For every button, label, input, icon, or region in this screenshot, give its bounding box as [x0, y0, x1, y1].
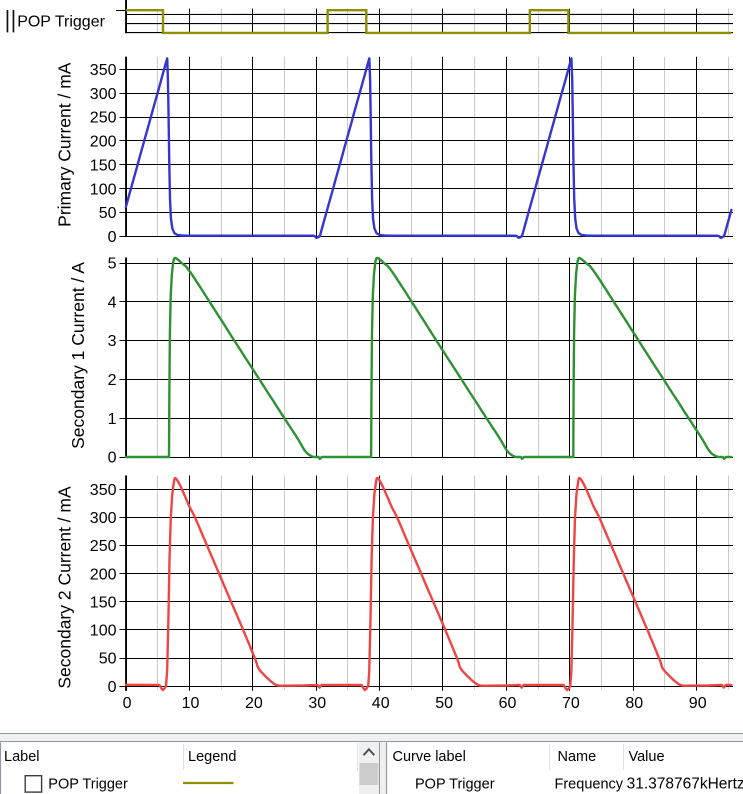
svg-text:60: 60 — [499, 695, 517, 712]
svg-text:Frequency: Frequency — [555, 776, 624, 792]
svg-text:Label: Label — [4, 749, 39, 765]
svg-text:20: 20 — [245, 695, 263, 712]
svg-text:70: 70 — [562, 695, 580, 712]
svg-text:0: 0 — [108, 229, 117, 246]
svg-text:350: 350 — [90, 62, 117, 79]
svg-text:Secondary 1 Current / A: Secondary 1 Current / A — [68, 262, 88, 449]
svg-text:Curve label: Curve label — [393, 749, 466, 765]
svg-text:100: 100 — [90, 181, 117, 198]
svg-text:50: 50 — [435, 695, 453, 712]
svg-text:0: 0 — [108, 679, 117, 696]
svg-text:POP Trigger: POP Trigger — [415, 776, 495, 792]
svg-text:Value: Value — [629, 749, 665, 765]
svg-text:100: 100 — [90, 623, 117, 640]
svg-text:250: 250 — [90, 538, 117, 555]
svg-text:31.378767kHertz: 31.378767kHertz — [627, 775, 743, 792]
svg-text:10: 10 — [182, 695, 200, 712]
svg-text:200: 200 — [90, 566, 117, 583]
svg-text:300: 300 — [90, 510, 117, 527]
svg-text:300: 300 — [90, 86, 117, 103]
svg-text:80: 80 — [625, 695, 643, 712]
svg-text:0: 0 — [123, 695, 132, 712]
svg-text:Name: Name — [558, 749, 597, 765]
svg-text:50: 50 — [99, 205, 117, 222]
svg-text:3: 3 — [108, 333, 117, 350]
svg-text:Legend: Legend — [188, 749, 236, 765]
svg-text:0: 0 — [108, 450, 117, 467]
svg-text:5: 5 — [108, 256, 117, 273]
svg-text:Secondary 2 Current / mA: Secondary 2 Current / mA — [55, 486, 75, 689]
svg-text:150: 150 — [90, 594, 117, 611]
svg-text:200: 200 — [90, 134, 117, 151]
svg-text:90: 90 — [689, 695, 707, 712]
svg-text:Primary Current / mA: Primary Current / mA — [55, 62, 75, 227]
svg-text:POP Trigger: POP Trigger — [48, 776, 128, 792]
svg-text:POP Trigger: POP Trigger — [17, 14, 105, 31]
svg-text:40: 40 — [372, 695, 390, 712]
svg-text:30: 30 — [308, 695, 326, 712]
svg-text:50: 50 — [99, 651, 117, 668]
svg-text:350: 350 — [90, 482, 117, 499]
svg-text:2: 2 — [108, 372, 117, 389]
svg-text:250: 250 — [90, 110, 117, 127]
svg-text:1: 1 — [108, 411, 117, 428]
svg-text:4: 4 — [108, 294, 117, 311]
svg-text:150: 150 — [90, 157, 117, 174]
